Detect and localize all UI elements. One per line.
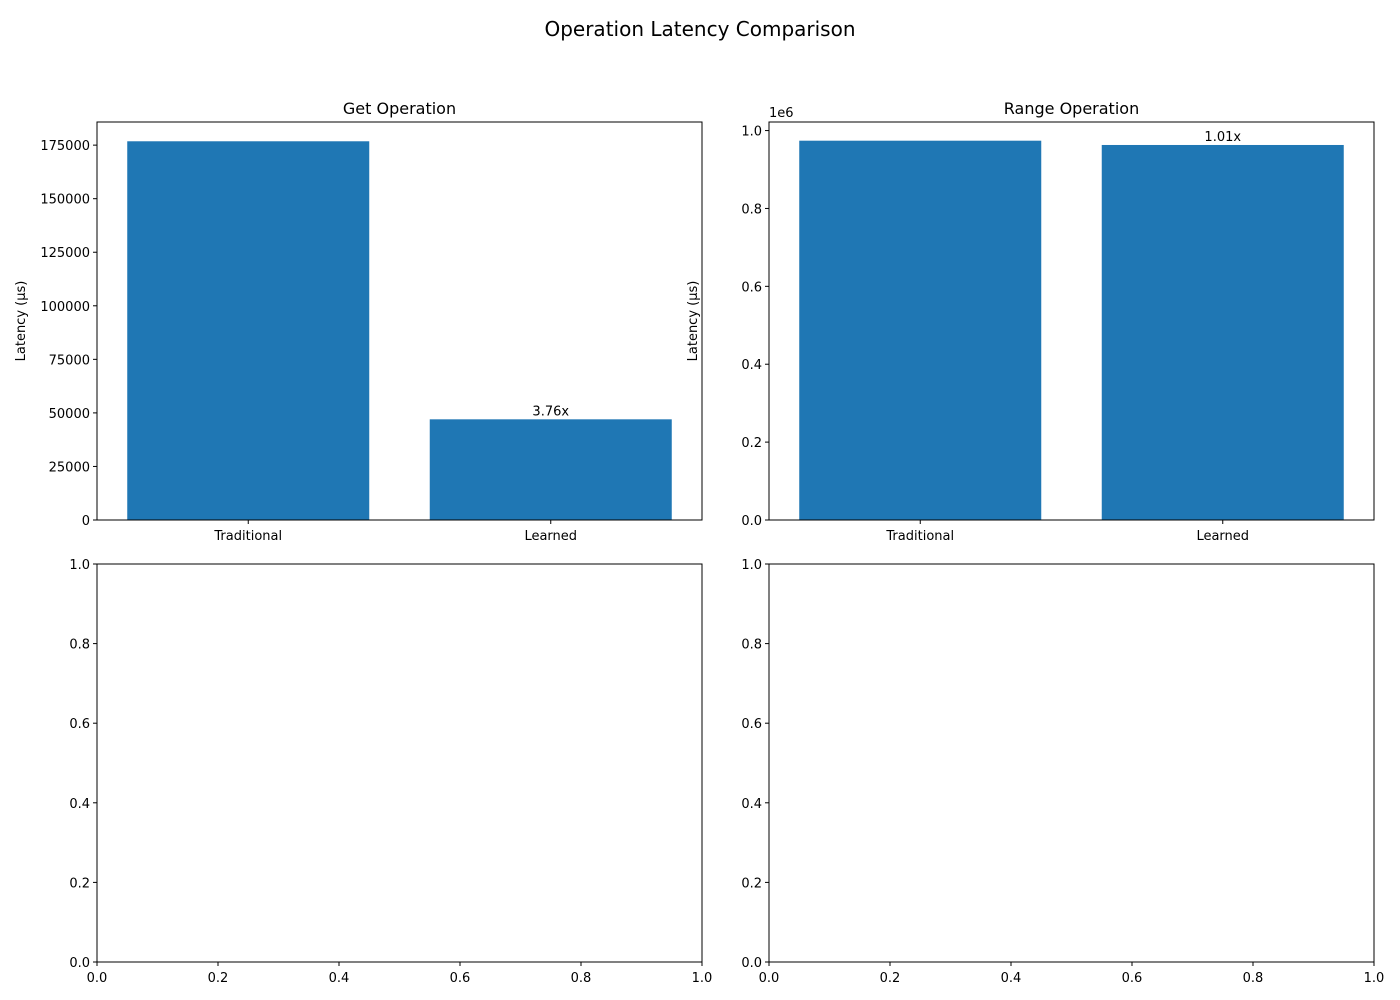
y-tick-label: 75000	[49, 353, 90, 368]
speedup-label: 1.01x	[1204, 130, 1241, 145]
x-tick-label: 0.8	[571, 971, 592, 986]
y-tick-label: 0.8	[741, 202, 762, 217]
y-tick-label: 0.4	[69, 797, 90, 812]
bar-traditional	[127, 141, 370, 520]
x-tick-label: 0.2	[208, 971, 229, 986]
y-tick-label: 0.0	[69, 956, 90, 971]
axes-frame	[96, 563, 703, 963]
axes-frame	[768, 563, 1375, 963]
x-tick-label: 0.2	[880, 971, 901, 986]
x-tick-label: 0.6	[450, 971, 471, 986]
subplot-3: 0.0 0.2 0.4 0.6 0.8 1.0 0.0 0.2 0.4 0.6 0.8 1.0	[69, 558, 712, 986]
y-tick-label: 1.0	[741, 125, 762, 140]
x-tick-label: 0.4	[329, 971, 350, 986]
x-tick-label: Traditional	[213, 529, 282, 544]
y-axis-offset-label: 1e6	[769, 106, 794, 121]
y-tick-label: 0.2	[741, 876, 762, 891]
subplot-4: 0.0 0.2 0.4 0.6 0.8 1.0 0.0 0.2 0.4 0.6 0.8 1.0	[741, 558, 1384, 986]
bar-traditional	[799, 140, 1042, 521]
y-tick-label: 100000	[40, 300, 90, 315]
subplot-2: Traditional Learned 1.01x 0.0 0.2 0.4 0.6 0.8 1.…	[686, 99, 1375, 544]
y-tick-label: 0.8	[741, 638, 762, 653]
subplot-title: Range Operation	[1004, 99, 1139, 118]
y-tick-label: 0.6	[69, 717, 90, 732]
x-tick-label: 0.0	[759, 971, 780, 986]
figure-title: Operation Latency Comparison	[544, 17, 855, 41]
axes-frame	[768, 121, 1375, 521]
y-tick-label: 25000	[49, 460, 90, 475]
axes-frame	[96, 121, 703, 521]
bar-learned	[429, 419, 672, 520]
y-tick-label: 0.2	[741, 436, 762, 451]
subplot-1: Traditional Learned 3.76x 0 25000 50000 75000 1…	[14, 99, 703, 544]
y-tick-label: 125000	[40, 246, 90, 261]
y-tick-label: 0.2	[69, 876, 90, 891]
x-tick-label: 0.6	[1122, 971, 1143, 986]
y-tick-label: 0.6	[741, 280, 762, 295]
x-tick-label: 0.0	[87, 971, 108, 986]
x-tick-label: Traditional	[885, 529, 954, 544]
speedup-label: 3.76x	[532, 404, 569, 419]
x-tick-label: 0.4	[1001, 971, 1022, 986]
y-tick-label: 50000	[49, 407, 90, 422]
y-tick-label: 0.4	[741, 358, 762, 373]
bar-learned	[1101, 144, 1344, 521]
subplot-title: Get Operation	[343, 99, 456, 118]
y-tick-label: 0.8	[69, 638, 90, 653]
y-tick-label: 0.0	[741, 514, 762, 529]
y-tick-label: 0.0	[741, 956, 762, 971]
y-tick-label: 150000	[40, 193, 90, 208]
x-tick-label: 1.0	[1364, 971, 1385, 986]
x-tick-label: Learned	[1196, 529, 1249, 544]
y-tick-label: 1.0	[741, 558, 762, 573]
x-tick-label: 1.0	[692, 971, 713, 986]
y-tick-label: 0.4	[741, 797, 762, 812]
y-axis-label: Latency (µs)	[14, 281, 29, 362]
y-tick-label: 0.6	[741, 717, 762, 732]
y-tick-label: 175000	[40, 139, 90, 154]
x-tick-label: 0.8	[1243, 971, 1264, 986]
x-tick-label: Learned	[524, 529, 577, 544]
y-axis-label: Latency (µs)	[686, 281, 701, 362]
y-tick-label: 1.0	[69, 558, 90, 573]
y-tick-label: 0	[82, 514, 90, 529]
